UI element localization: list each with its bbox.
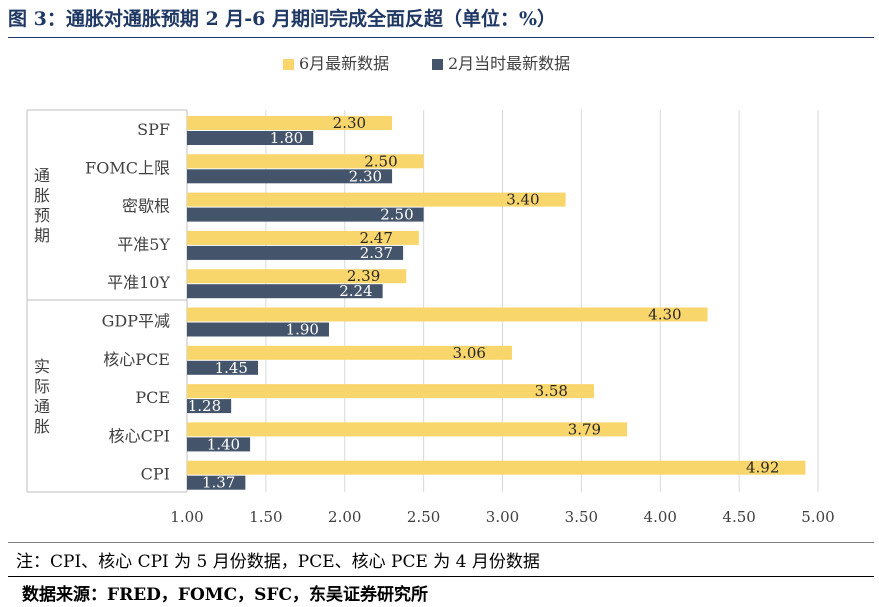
bar-series-0 — [187, 460, 806, 475]
group-label-char: 预 — [34, 206, 50, 225]
figure-note: 注：CPI、核心 CPI 为 5 月份数据，PCE、核心 PCE 为 4 月份数… — [16, 552, 540, 572]
group-label-char: 通 — [34, 166, 50, 185]
data-label-series-1: 2.30 — [349, 167, 382, 185]
x-tick-label: 4.00 — [644, 508, 677, 526]
bar-series-1 — [187, 169, 393, 184]
bar-series-1 — [187, 399, 232, 414]
data-label-series-1: 1.45 — [215, 359, 248, 377]
x-tick-label: 1.50 — [249, 508, 282, 526]
category-label: 核心PCE — [103, 350, 170, 369]
bar-series-0 — [187, 384, 594, 399]
category-label: 密歇根 — [122, 197, 170, 216]
bar-series-0 — [187, 116, 393, 130]
bar-series-1 — [187, 437, 251, 452]
x-tick-label: 2.50 — [407, 508, 440, 526]
x-tick-label: 5.00 — [801, 508, 834, 526]
bar-series-0 — [187, 230, 419, 245]
category-label: PCE — [135, 388, 170, 407]
bar-series-1 — [187, 131, 314, 145]
figure-title: 图 3：通胀对通胀预期 2 月-6 月期间完成全面反超（单位：%） — [8, 8, 557, 30]
bar-series-0 — [187, 192, 566, 207]
data-label-series-1: 1.28 — [188, 397, 221, 415]
category-label: FOMC上限 — [85, 158, 170, 177]
group-label-char: 实 — [34, 357, 50, 376]
bar-series-1 — [187, 245, 404, 260]
data-label-series-0: 2.50 — [364, 152, 397, 170]
data-label-series-0: 2.47 — [359, 229, 392, 247]
top-rule — [8, 37, 874, 38]
x-tick-label: 3.50 — [565, 508, 598, 526]
bar-series-0 — [187, 345, 512, 360]
category-label: SPF — [137, 120, 170, 139]
bar-series-0 — [187, 269, 407, 284]
data-label-series-0: 4.30 — [648, 306, 681, 324]
data-label-series-1: 2.50 — [380, 206, 413, 224]
data-label-series-0: 3.79 — [568, 420, 601, 438]
bar-series-1 — [187, 207, 424, 222]
data-label-series-1: 1.80 — [270, 129, 303, 147]
data-label-series-0: 2.39 — [347, 267, 380, 285]
bar-chart: 1.00 1.50 2.00 2.50 3.00 3.50 4.00 4.50 5.00通胀预期… — [26, 54, 835, 526]
note-rule — [8, 542, 874, 543]
bar-series-0 — [187, 307, 708, 322]
x-tick-label: 1.00 — [170, 508, 203, 526]
x-tick-label: 3.00 — [486, 508, 519, 526]
data-label-series-0: 3.40 — [506, 191, 539, 209]
data-label-series-1: 1.90 — [286, 321, 319, 339]
data-label-series-1: 1.40 — [207, 435, 240, 453]
figure-source: 数据来源：FRED，FOMC，SFC，东吴证券研究所 — [22, 585, 428, 605]
bar-series-1 — [187, 322, 329, 337]
legend-label-series-1: 2月当时最新数据 — [448, 54, 570, 73]
data-label-series-0: 2.30 — [333, 114, 366, 132]
group-label-char: 通 — [34, 397, 50, 416]
data-label-series-0: 4.92 — [746, 459, 779, 477]
legend-swatch-series-1 — [432, 59, 443, 70]
data-label-series-0: 3.58 — [535, 382, 568, 400]
category-label: 平准5Y — [117, 235, 170, 254]
source-rule — [8, 576, 874, 577]
category-label: CPI — [141, 465, 170, 484]
bar-series-1 — [187, 475, 246, 490]
data-label-series-0: 3.06 — [453, 344, 486, 362]
data-label-series-1: 2.37 — [360, 244, 393, 262]
category-label: 平准10Y — [107, 273, 170, 292]
bar-series-1 — [187, 360, 258, 375]
bar-series-0 — [187, 154, 424, 169]
category-label: 核心CPI — [109, 426, 170, 445]
data-label-series-1: 2.24 — [339, 282, 372, 300]
legend-swatch-series-0 — [283, 59, 294, 70]
group-label-char: 胀 — [34, 417, 50, 436]
x-tick-label: 4.50 — [722, 508, 755, 526]
bar-series-1 — [187, 284, 383, 299]
legend-label-series-0: 6月最新数据 — [299, 54, 389, 73]
group-label-char: 胀 — [34, 186, 50, 205]
category-label: GDP平减 — [102, 312, 170, 331]
group-label-char: 期 — [34, 226, 50, 245]
data-label-series-1: 1.37 — [202, 474, 235, 492]
bar-series-0 — [187, 422, 628, 437]
x-tick-label: 2.00 — [328, 508, 361, 526]
group-label-char: 际 — [34, 377, 50, 396]
